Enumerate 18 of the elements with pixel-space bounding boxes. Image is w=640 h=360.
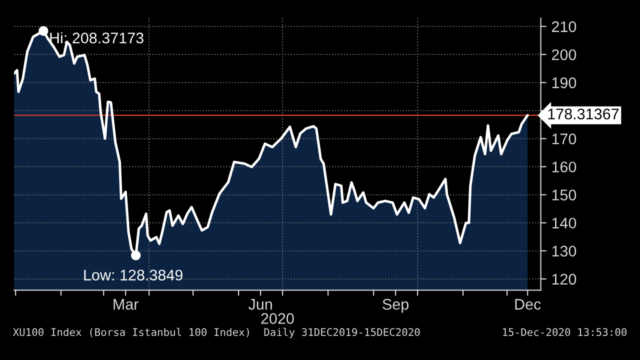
x-axis-title: 2020 [261,313,294,324]
y-tick-label: 170 [552,134,576,144]
x-tick-label: Jun [248,299,272,310]
y-tick-label: 210 [552,21,576,32]
x-tick-label: Mar [114,299,138,310]
y-tick-label: 190 [552,77,576,88]
x-tick-label: Dec [515,299,541,310]
y-tick-label: 160 [552,162,576,172]
y-tick-label: 130 [552,246,576,257]
y-tick-label: 140 [552,218,576,229]
y-tick-label: 200 [552,49,576,60]
y-tick-label: 150 [552,190,576,200]
ref-line-label: 178.31367 [548,108,619,120]
annotation: Low: 128.3849 [84,270,182,281]
text: XU100 Index (Borsa Istanbul 100 Index) Daily 31DEC2019-15DEC2020 [12,328,420,338]
x-tick-label: Sep [382,298,408,313]
text: 15-Dec-2020 13:53:00 [503,328,627,336]
y-tick-label: 120 [552,274,576,285]
